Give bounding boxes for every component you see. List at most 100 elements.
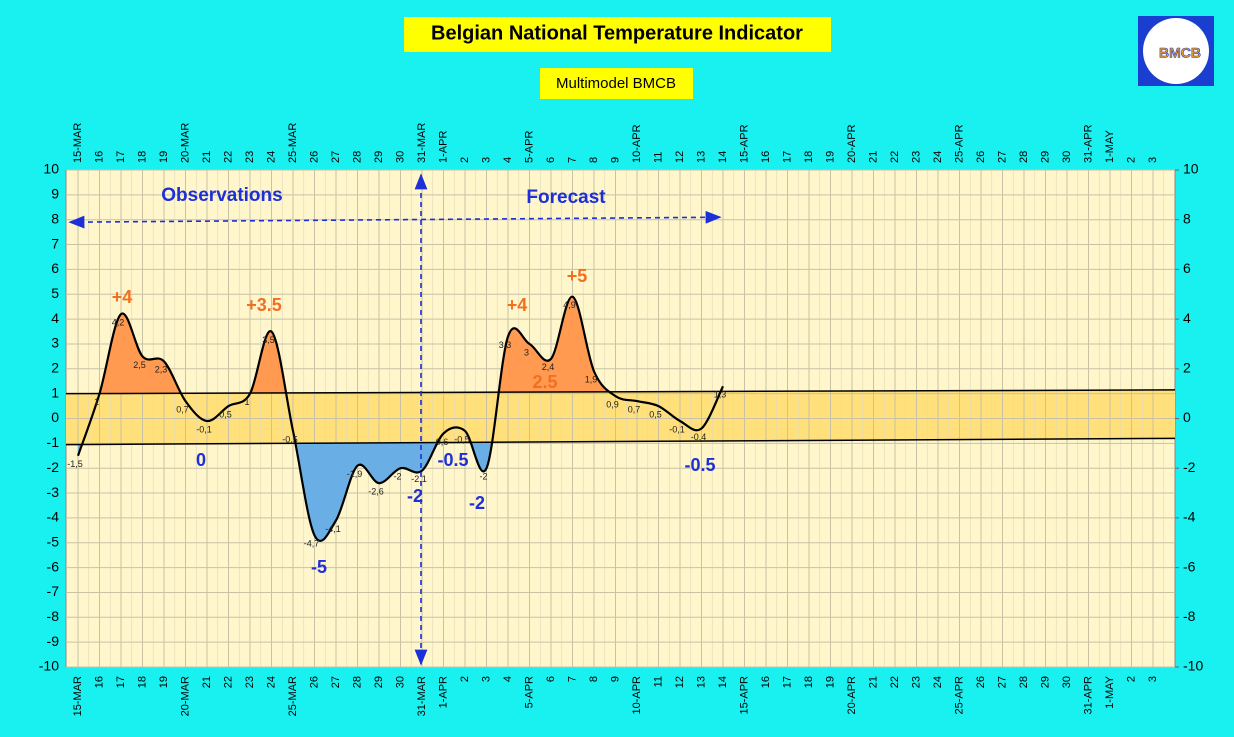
x-tick-label: 16 bbox=[93, 676, 105, 688]
data-label: 0,7 bbox=[628, 404, 641, 414]
x-tick-label: 15-MAR bbox=[72, 676, 84, 716]
data-label: 1 bbox=[94, 397, 99, 407]
annotation: +3.5 bbox=[246, 295, 282, 315]
x-tick-label-top: 20-MAR bbox=[179, 123, 191, 163]
x-tick-label: 12 bbox=[674, 676, 686, 688]
logo-text: BMCB bbox=[1159, 45, 1201, 61]
y-tick-label: 8 bbox=[51, 210, 59, 226]
title-box bbox=[404, 17, 831, 52]
x-tick-label-top: 26 bbox=[975, 151, 987, 163]
x-tick-label: 1-MAY bbox=[1104, 675, 1116, 708]
y-tick-label: 4 bbox=[51, 310, 59, 326]
x-tick-label-top: 11 bbox=[652, 152, 664, 163]
x-tick-label-top: 21 bbox=[867, 151, 879, 163]
data-label: 2,5 bbox=[133, 360, 146, 370]
x-tick-label: 26 bbox=[975, 676, 987, 688]
y2-tick-label: -8 bbox=[1183, 608, 1196, 624]
data-label: 1 bbox=[244, 397, 249, 407]
x-tick-label-top: 1-APR bbox=[437, 131, 449, 163]
y-tick-label: -2 bbox=[47, 459, 60, 475]
y-tick-label: -8 bbox=[47, 608, 60, 624]
annotation: -0.5 bbox=[437, 450, 468, 470]
annotation: Forecast bbox=[526, 187, 606, 208]
x-tick-label-top: 27 bbox=[996, 151, 1008, 163]
x-tick-label-top: 12 bbox=[674, 151, 686, 163]
x-tick-label: 25-APR bbox=[953, 676, 965, 715]
x-tick-label-top: 9 bbox=[609, 157, 621, 163]
data-label: -0,6 bbox=[433, 437, 449, 447]
x-tick-label-top: 25-MAR bbox=[287, 123, 299, 163]
y2-tick-label: -10 bbox=[1183, 658, 1203, 674]
x-tick-label-top: 29 bbox=[1039, 151, 1051, 163]
y2-tick-label: 4 bbox=[1183, 310, 1191, 326]
x-tick-label-top: 17 bbox=[781, 151, 793, 163]
x-tick-label-top: 14 bbox=[717, 151, 729, 163]
y-tick-label: -7 bbox=[47, 583, 60, 599]
x-tick-label: 11 bbox=[652, 676, 664, 687]
x-tick-label: 26 bbox=[308, 676, 320, 688]
x-tick-label: 8 bbox=[588, 676, 600, 682]
data-label: 2,4 bbox=[542, 362, 555, 372]
x-tick-label-top: 31-MAR bbox=[416, 123, 428, 163]
x-tick-label-top: 16 bbox=[760, 151, 772, 163]
x-tick-label: 31-APR bbox=[1082, 676, 1094, 715]
data-label: 4,9 bbox=[563, 300, 576, 310]
x-tick-label: 2 bbox=[1125, 676, 1137, 682]
y2-tick-label: -6 bbox=[1183, 558, 1196, 574]
data-label: -0,4 bbox=[691, 432, 707, 442]
annotation: +5 bbox=[567, 266, 588, 286]
x-tick-label-top: 3 bbox=[1147, 157, 1159, 163]
x-tick-label-top: 30 bbox=[394, 151, 406, 163]
x-tick-label-top: 2 bbox=[1125, 157, 1137, 163]
y-tick-label: 3 bbox=[51, 335, 59, 351]
x-tick-label: 14 bbox=[717, 676, 729, 688]
data-label: 1,9 bbox=[585, 375, 598, 385]
y-tick-label: -3 bbox=[47, 484, 60, 500]
y-tick-label: 6 bbox=[51, 260, 59, 276]
x-tick-label: 19 bbox=[824, 676, 836, 688]
normal-band-lower bbox=[65, 437, 1176, 446]
x-tick-label: 18 bbox=[803, 676, 815, 688]
data-label: -0,1 bbox=[196, 424, 212, 434]
x-tick-label-top: 30 bbox=[1061, 151, 1073, 163]
temperature-line bbox=[76, 295, 724, 542]
y-tick-label: -1 bbox=[47, 434, 60, 450]
data-label: 3 bbox=[524, 347, 529, 357]
data-label: -2,6 bbox=[368, 486, 384, 496]
x-tick-label-top: 28 bbox=[1018, 151, 1030, 163]
x-tick-label: 29 bbox=[373, 676, 385, 688]
x-tick-label-top: 27 bbox=[330, 151, 342, 163]
x-tick-label: 3 bbox=[480, 676, 492, 682]
x-tick-label: 22 bbox=[889, 676, 901, 688]
x-tick-label: 17 bbox=[781, 676, 793, 688]
x-tick-label: 31-MAR bbox=[416, 676, 428, 716]
data-label: -1,9 bbox=[347, 469, 363, 479]
x-tick-label-top: 21 bbox=[201, 151, 213, 163]
y2-tick-label: 10 bbox=[1183, 161, 1199, 177]
y-tick-label: 5 bbox=[51, 285, 59, 301]
data-label: 4,2 bbox=[112, 318, 125, 328]
x-tick-label: 7 bbox=[566, 676, 578, 682]
x-tick-label: 10-APR bbox=[631, 676, 643, 715]
y2-tick-label: 0 bbox=[1183, 409, 1191, 425]
x-tick-label: 15-APR bbox=[738, 676, 750, 715]
data-label: 0,5 bbox=[649, 409, 662, 419]
x-tick-label: 6 bbox=[545, 676, 557, 682]
x-tick-label: 1-APR bbox=[437, 676, 449, 708]
x-tick-label: 13 bbox=[695, 676, 707, 688]
x-tick-label: 23 bbox=[244, 676, 256, 688]
x-tick-label-top: 25-APR bbox=[953, 124, 965, 163]
annotation: Observations bbox=[161, 185, 282, 206]
y-tick-label: 9 bbox=[51, 186, 59, 202]
x-tick-label-top: 5-APR bbox=[523, 131, 535, 163]
x-tick-label-top: 19 bbox=[158, 151, 170, 163]
x-tick-label: 16 bbox=[760, 676, 772, 688]
y-tick-label: -6 bbox=[47, 558, 60, 574]
data-label: -4,1 bbox=[325, 524, 341, 534]
x-tick-label: 17 bbox=[115, 676, 127, 688]
y-tick-label: 2 bbox=[51, 360, 59, 376]
x-tick-label-top: 24 bbox=[932, 151, 944, 163]
x-tick-label-top: 1-MAY bbox=[1104, 130, 1116, 163]
x-tick-label: 21 bbox=[867, 676, 879, 688]
